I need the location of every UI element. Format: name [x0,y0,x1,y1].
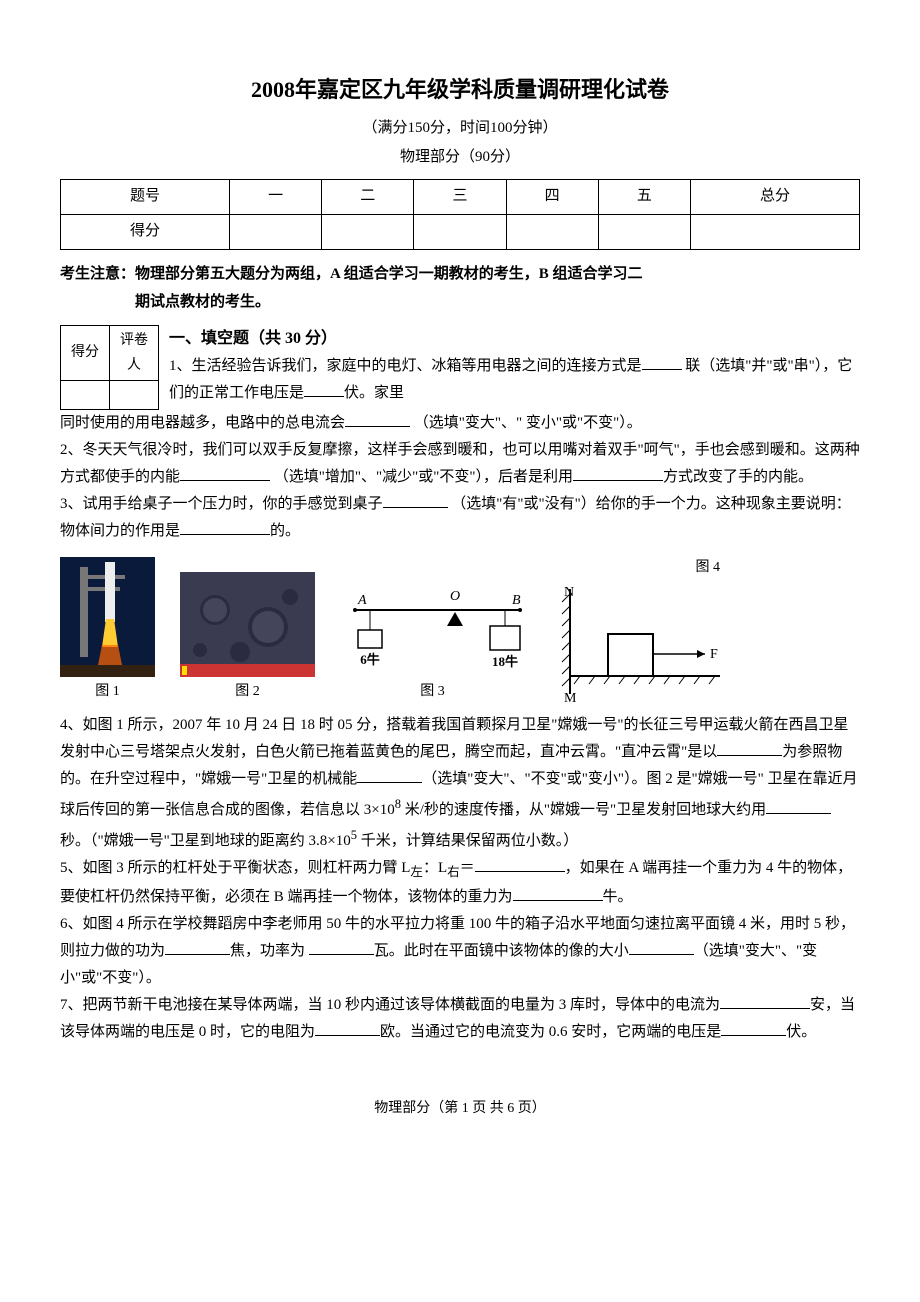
q1-text: 同时使用的用电器越多，电路中的总电流会 [60,415,345,431]
notice-text: 考生注意：物理部分第五大题分为两组，A 组适合学习一期教材的考生，B 组适合学习… [60,266,643,282]
score-cell[interactable] [322,214,414,249]
figures-row: 图 1 图 2 A O B [60,553,860,704]
q6-text: 瓦。此时在平面镜中该物体的像的大小 [374,943,629,959]
svg-text:O: O [450,589,460,604]
blank[interactable] [629,939,694,955]
score-cell[interactable] [414,214,506,249]
blank[interactable] [721,1020,786,1036]
q4-text: 米/秒的速度传播，从"嫦娥一号"卫星发射回地球大约用 [401,802,766,818]
q3-text: 的。 [270,523,300,539]
q2-text: （选填"增加"、"减少"或"不变"），后者是利用 [274,469,573,485]
col-header: 五 [598,179,690,214]
subscript: 左 [410,865,423,879]
q1-text: 1、生活经验告诉我们，家庭中的电灯、冰箱等用电器之间的连接方式是 [169,358,642,374]
svg-text:18牛: 18牛 [492,654,518,669]
figure-1: 图 1 [60,557,155,704]
svg-text:A: A [357,593,367,608]
q3-text: 3、试用手给桌子一个压力时，你的手感觉到桌子 [60,496,383,512]
mini-header: 评卷人 [110,325,159,380]
score-cell[interactable] [598,214,690,249]
row-label: 得分 [61,214,230,249]
subscript: 右 [447,865,460,879]
blank[interactable] [475,856,565,872]
col-header: 四 [506,179,598,214]
fig-label: 图 1 [95,679,120,704]
exam-title: 2008年嘉定区九年级学科质量调研理化试卷 [60,70,860,110]
q4-text: 千米，计算结果保留两位小数。） [357,833,578,849]
fig-label: 图 3 [420,679,445,704]
blank[interactable] [513,885,603,901]
q7-text: 7、把两节新干电池接在某导体两端，当 10 秒内通过该导体横截面的电量为 3 库… [60,997,720,1013]
col-header: 题号 [61,179,230,214]
blank[interactable] [345,411,410,427]
svg-text:M: M [564,691,577,704]
blank[interactable] [642,354,682,370]
score-cell[interactable] [229,214,321,249]
blank[interactable] [304,381,344,397]
q5-text: 牛。 [603,889,633,905]
box-mirror-diagram-icon: N M [550,584,720,704]
figure-4: 图 4 N M [550,553,720,704]
blank[interactable] [573,465,663,481]
col-header: 二 [322,179,414,214]
q4-text: 秒。（"嫦娥一号"卫星到地球的距离约 3.8×10 [60,833,351,849]
exam-notice: 考生注意：物理部分第五大题分为两组，A 组适合学习一期教材的考生，B 组适合学习… [60,260,860,317]
figure-3: A O B 6牛 18牛 图 3 [340,582,525,704]
q5-text: 5、如图 3 所示的杠杆处于平衡状态，则杠杆两力臂 L [60,860,410,876]
q5-text: ：L [423,860,447,876]
score-table: 题号 一 二 三 四 五 总分 得分 [60,179,860,250]
mini-cell[interactable] [110,380,159,409]
svg-text:F: F [710,647,718,662]
score-time: （满分150分，时间100分钟） [60,115,860,142]
q2-text: 方式改变了手的内能。 [663,469,813,485]
q1-text: （选填"变大"、" 变小"或"不变"）。 [414,415,642,431]
q7-text: 伏。 [786,1024,816,1040]
blank[interactable] [383,492,448,508]
svg-text:6牛: 6牛 [360,652,380,667]
col-header: 三 [414,179,506,214]
lever-diagram-icon: A O B 6牛 18牛 [340,582,525,677]
blank[interactable] [766,798,831,814]
blank[interactable] [720,993,810,1009]
moon-surface-icon [180,572,315,677]
section-title: 一、填空题（共 30 分） [169,330,337,347]
blank[interactable] [165,939,230,955]
col-header: 一 [229,179,321,214]
q7-text: 欧。当通过它的电流变为 0.6 安时，它两端的电压是 [380,1024,721,1040]
fig-label: 图 4 [696,555,721,580]
page-footer: 物理部分（第 1 页 共 6 页） [60,1096,860,1121]
grader-table: 得分 评卷人 [60,325,159,410]
notice-text: 期试点教材的考生。 [135,294,270,310]
q1-text: 伏。家里 [344,385,404,401]
score-cell[interactable] [690,214,859,249]
blank[interactable] [180,465,270,481]
blank[interactable] [315,1020,380,1036]
mini-cell[interactable] [61,380,110,409]
blank[interactable] [717,740,782,756]
blank[interactable] [309,939,374,955]
physics-part: 物理部分（90分） [60,144,860,171]
svg-text:B: B [512,593,521,608]
table-row: 题号 一 二 三 四 五 总分 [61,179,860,214]
table-row: 得分 [61,214,860,249]
col-header: 总分 [690,179,859,214]
blank[interactable] [357,767,422,783]
mini-header: 得分 [61,325,110,380]
score-cell[interactable] [506,214,598,249]
fig-label: 图 2 [235,679,260,704]
figure-2: 图 2 [180,572,315,704]
rocket-launch-icon [60,557,155,677]
q6-text: 焦，功率为 [230,943,309,959]
blank[interactable] [180,519,270,535]
q5-text: ＝ [460,860,475,876]
